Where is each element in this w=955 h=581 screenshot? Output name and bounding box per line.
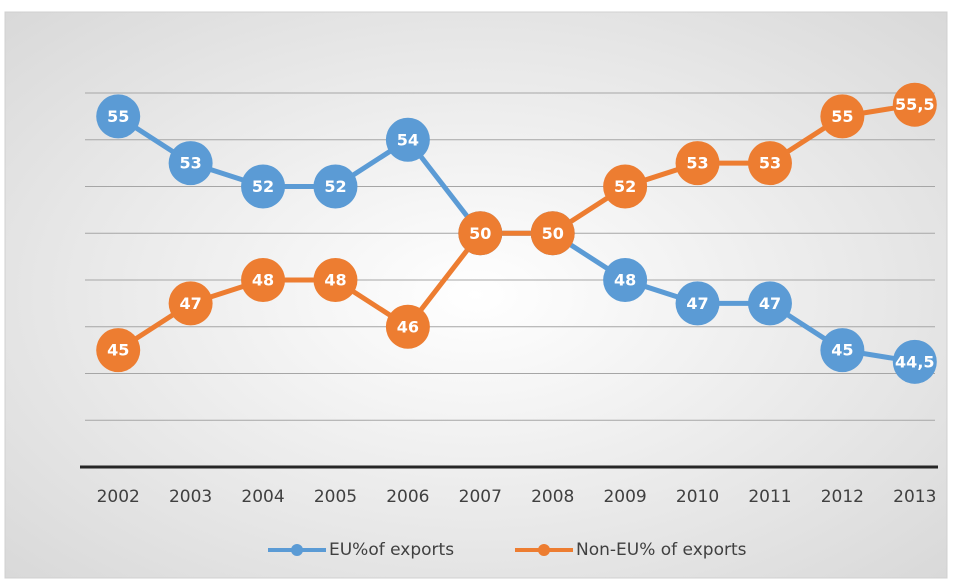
data-label: 52 <box>252 177 274 196</box>
data-label: 45 <box>107 341 129 360</box>
data-point <box>747 281 792 326</box>
data-point <box>313 258 358 302</box>
data-point <box>747 141 792 186</box>
data-label: 53 <box>759 154 781 173</box>
data-point <box>241 258 286 302</box>
data-label: 55,5 <box>895 95 934 114</box>
data-point <box>313 164 358 209</box>
data-label: 55 <box>107 107 129 126</box>
legend-label: EU%of exports <box>329 540 454 560</box>
data-label: 53 <box>179 154 201 173</box>
data-label: 54 <box>397 130 419 149</box>
x-tick-label: 2011 <box>748 487 791 507</box>
data-point <box>820 94 865 139</box>
data-point <box>96 94 141 139</box>
data-label: 47 <box>179 294 201 313</box>
data-point <box>892 82 937 127</box>
data-label: 53 <box>686 154 708 173</box>
data-point <box>530 211 575 256</box>
data-point <box>675 281 720 326</box>
data-label: 52 <box>324 177 346 196</box>
data-label: 44,5 <box>895 352 934 371</box>
data-point <box>168 281 213 326</box>
x-tick-label: 2006 <box>386 487 429 507</box>
x-tick-label: 2009 <box>603 487 646 507</box>
data-label: 48 <box>614 271 636 290</box>
data-point <box>385 117 430 162</box>
x-tick-label: 2003 <box>169 487 212 507</box>
data-label: 50 <box>469 224 491 243</box>
x-tick-label: 2008 <box>531 487 574 507</box>
x-tick-label: 2010 <box>676 487 719 507</box>
data-label: 48 <box>252 271 274 290</box>
data-point <box>603 258 648 302</box>
data-point <box>458 211 503 256</box>
data-label: 52 <box>614 177 636 196</box>
data-point <box>603 164 648 209</box>
legend-marker <box>291 544 303 556</box>
x-tick-label: 2005 <box>314 487 357 507</box>
data-label: 48 <box>324 271 346 290</box>
x-tick-label: 2012 <box>821 487 864 507</box>
legend-label: Non-EU% of exports <box>576 540 747 560</box>
x-tick-label: 2007 <box>459 487 502 507</box>
data-point <box>168 141 213 186</box>
data-label: 47 <box>759 294 781 313</box>
x-tick-label: 2004 <box>241 487 284 507</box>
data-label: 50 <box>542 224 564 243</box>
x-tick-label: 2002 <box>97 487 140 507</box>
x-tick-label: 2013 <box>893 487 936 507</box>
data-label: 55 <box>831 107 853 126</box>
data-point <box>241 164 286 209</box>
data-point <box>675 141 720 186</box>
data-point <box>892 339 937 384</box>
data-label: 47 <box>686 294 708 313</box>
legend-marker <box>538 544 550 556</box>
data-label: 46 <box>397 317 419 336</box>
data-label: 45 <box>831 341 853 360</box>
data-point <box>385 304 430 349</box>
data-point <box>96 328 141 373</box>
data-point <box>820 328 865 373</box>
